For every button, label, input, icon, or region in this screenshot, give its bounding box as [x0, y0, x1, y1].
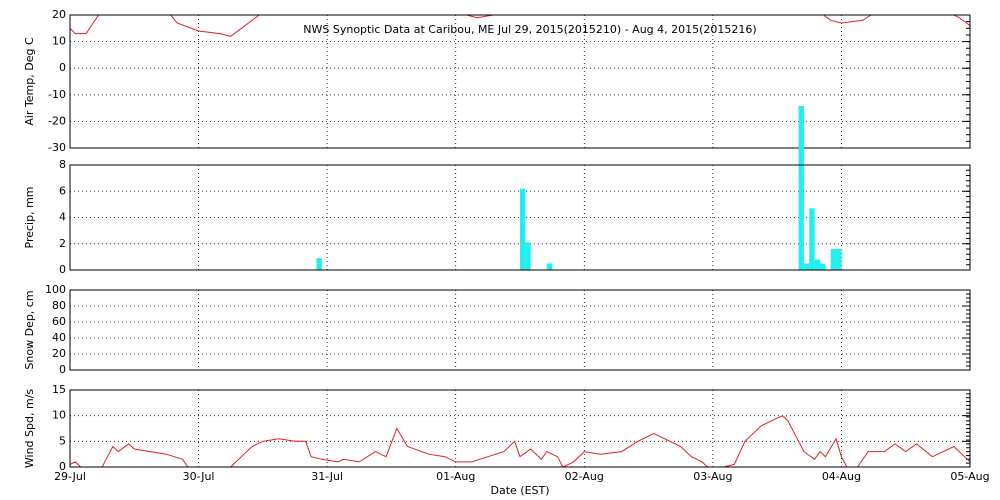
y-tick-label: 80: [52, 299, 66, 312]
x-tick-label: 02-Aug: [565, 470, 604, 483]
y-tick-label: 4: [59, 211, 66, 224]
y-tick-label: 60: [52, 315, 66, 328]
y-tick-label: -30: [48, 141, 66, 154]
y-tick-label: 0: [59, 460, 66, 473]
bar: [525, 242, 531, 270]
y-tick-label: 100: [45, 283, 66, 296]
y-tick-label: 6: [59, 184, 66, 197]
y-tick-label: -20: [48, 114, 66, 127]
y-axis-label: Precip, mm: [23, 187, 36, 249]
y-tick-label: 8: [59, 158, 66, 171]
bar: [820, 263, 826, 270]
y-tick-label: 20: [52, 347, 66, 360]
panel-frame: [69, 14, 971, 149]
x-tick-label: 04-Aug: [822, 470, 861, 483]
x-tick-label: 03-Aug: [693, 470, 732, 483]
bar: [798, 105, 804, 270]
x-axis-label: Date (EST): [490, 484, 549, 497]
y-tick-label: 5: [59, 434, 66, 447]
bar: [814, 259, 820, 270]
y-tick-label: 40: [52, 331, 66, 344]
bar: [546, 263, 553, 270]
y-tick-label: 20: [52, 8, 66, 21]
x-tick-label: 01-Aug: [436, 470, 475, 483]
y-tick-label: 2: [59, 237, 66, 250]
panel-frame: [69, 389, 971, 468]
y-axis-label: Air Temp, Deg C: [23, 37, 36, 126]
y-tick-label: 15: [52, 383, 66, 396]
panel-frame: [69, 289, 971, 371]
bar: [316, 258, 322, 270]
bar: [830, 249, 837, 270]
x-tick-label: 29-Jul: [54, 470, 86, 483]
bar: [803, 263, 810, 270]
y-axis-label: Wind Spd, m/s: [23, 389, 36, 469]
x-tick-label: 05-Aug: [950, 470, 989, 483]
x-tick-label: 30-Jul: [183, 470, 215, 483]
y-tick-label: -10: [48, 88, 66, 101]
chart-title: NWS Synoptic Data at Caribou, ME Jul 29,…: [303, 23, 756, 36]
y-axis-label: Snow Dep, cm: [23, 290, 36, 369]
bar: [836, 249, 842, 270]
x-tick-label: 31-Jul: [311, 470, 343, 483]
y-tick-label: 0: [59, 363, 66, 376]
bar: [520, 188, 526, 270]
panel-frame: [69, 164, 971, 271]
y-tick-label: 10: [52, 35, 66, 48]
bar: [809, 208, 815, 270]
y-tick-label: 0: [59, 263, 66, 276]
data-line: [70, 15, 970, 37]
data-line: [70, 415, 970, 467]
y-tick-label: 10: [52, 409, 66, 422]
y-tick-label: 0: [59, 61, 66, 74]
